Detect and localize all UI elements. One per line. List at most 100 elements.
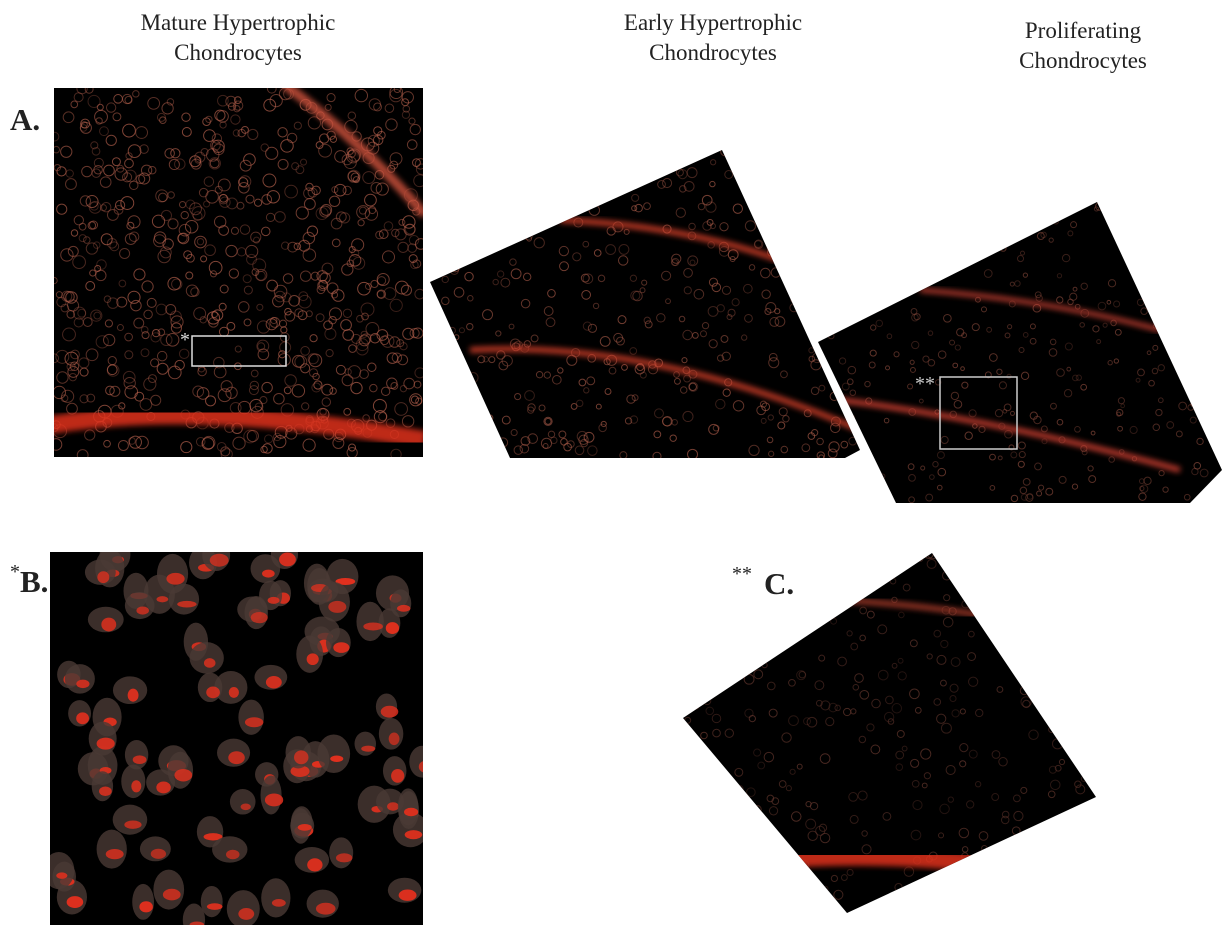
texture-mark [330,756,343,762]
texture-mark [842,294,847,299]
texture-mark [1201,223,1208,230]
texture-mark [97,738,115,750]
texture-mark [1006,857,1016,867]
texture-mark [386,622,399,634]
texture-mark [1218,361,1222,366]
texture-mark [1139,276,1144,281]
texture-mark [1068,731,1076,739]
texture-mark [821,161,828,168]
texture-mark [865,563,873,571]
texture-mark [637,156,643,162]
texture-mark [758,185,765,192]
texture-mark [729,794,737,802]
texture-mark [765,904,774,913]
texture-mark [1174,363,1178,367]
texture-mark [693,676,701,684]
texture-mark [708,643,717,652]
texture-mark [387,802,399,810]
texture-mark [517,196,527,206]
texture-mark [838,153,848,163]
texture-mark [1041,848,1051,858]
texture-mark [473,160,479,166]
texture-mark [177,601,196,608]
texture-mark [748,597,755,604]
texture-mark [1043,211,1049,217]
texture-mark [1140,265,1145,270]
texture-mark [884,302,888,306]
texture-mark [836,470,841,475]
texture-mark [781,198,786,203]
texture-mark [328,601,346,613]
texture-mark [1006,576,1011,581]
texture-mark [712,633,719,640]
texture-mark [690,620,699,629]
texture-mark [751,643,757,649]
texture-mark [458,187,466,195]
texture-mark [76,680,89,688]
texture-mark [841,228,847,234]
texture-mark [859,574,869,584]
texture-mark [746,156,752,162]
texture-mark [690,803,697,810]
texture-mark [478,221,488,231]
texture-mark [67,896,84,908]
texture-mark [1047,601,1055,609]
texture-mark [1214,244,1221,251]
texture-mark [1157,307,1161,311]
texture-mark [836,225,846,235]
texture-mark [268,597,280,604]
texture-mark [97,571,109,583]
texture-mark [827,146,836,155]
texture-mark [694,640,701,647]
texture-mark [830,377,836,383]
texture-mark [472,222,480,230]
texture-mark [166,573,184,585]
texture-mark [853,238,861,246]
texture-mark [496,198,505,207]
texture-mark [530,155,539,164]
micrographs [43,83,1222,925]
texture-mark [298,824,312,831]
texture-mark [857,479,863,485]
texture-mark [836,308,843,315]
column-title: Chondrocytes [1019,48,1147,73]
texture-mark [753,874,760,881]
texture-mark [329,837,353,868]
texture-mark [824,197,833,206]
texture-mark [1008,213,1013,218]
texture-mark [803,273,811,281]
texture-mark [229,687,239,698]
texture-mark [793,241,800,248]
texture-mark [895,244,900,249]
texture-mark [862,236,866,240]
texture-mark [824,497,832,505]
texture-mark [238,908,254,920]
texture-mark [1047,620,1054,627]
texture-mark [959,567,966,574]
column-title: Early Hypertrophic [624,10,802,35]
texture-mark [732,150,740,158]
texture-mark [917,237,921,241]
texture-mark [230,789,256,815]
texture-mark [428,408,435,415]
texture-mark [1143,285,1150,292]
texture-mark [969,208,975,214]
texture-mark [251,612,268,623]
texture-mark [812,228,821,237]
texture-mark [830,251,835,256]
texture-mark [1157,241,1161,245]
texture-mark [822,179,827,184]
texture-mark [1144,253,1149,258]
texture-mark [399,890,417,901]
texture-mark [481,157,488,164]
texture-mark [478,252,483,257]
texture-mark [828,287,836,295]
texture-mark [1129,223,1134,228]
texture-mark [355,732,377,756]
texture-mark [765,169,774,178]
texture-mark [101,618,116,632]
texture-mark [428,375,436,383]
texture-mark [1067,861,1072,866]
micrograph [430,150,860,458]
texture-mark [744,594,749,599]
